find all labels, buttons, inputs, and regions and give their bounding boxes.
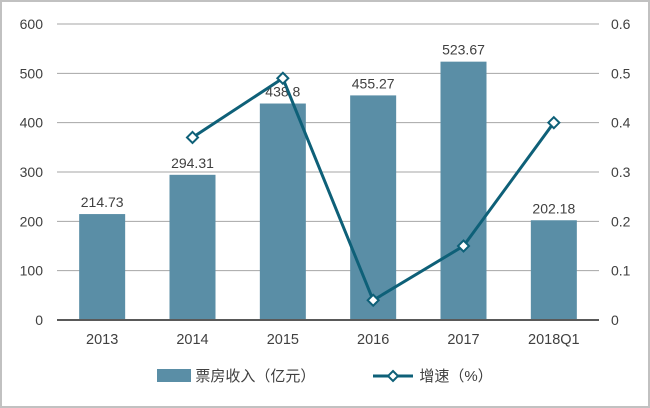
x-axis-label: 2014	[176, 332, 208, 348]
line-marker-diamond	[366, 293, 381, 308]
bar-value-label: 214.73	[81, 194, 124, 210]
bar-value-label: 294.31	[171, 155, 214, 171]
bar	[259, 103, 306, 320]
right-axis-tick: 0	[611, 312, 619, 328]
right-axis-tick: 0.1	[611, 263, 631, 279]
left-axis-tick: 600	[20, 16, 44, 32]
x-axis-label: 2015	[267, 332, 299, 348]
legend-item-revenue: 票房收入（亿元）	[157, 365, 315, 386]
legend-revenue-label: 票房收入（亿元）	[195, 368, 316, 385]
bar	[440, 61, 487, 321]
bar-value-label: 202.18	[532, 200, 575, 216]
left-axis-tick: 300	[20, 164, 44, 180]
line-marker-diamond	[546, 115, 561, 130]
left-axis-tick: 200	[20, 213, 44, 229]
x-axis-label: 2013	[86, 332, 118, 348]
right-axis-tick: 0.2	[611, 213, 631, 229]
right-axis-tick: 0.3	[611, 164, 631, 180]
bar	[530, 220, 577, 320]
legend-diamond-icon	[386, 369, 400, 382]
right-axis-tick: 0.5	[611, 65, 631, 81]
right-axis-tick: 0.6	[611, 16, 631, 32]
right-axis-tick: 0.4	[611, 115, 631, 131]
x-axis-label: 2018Q1	[528, 332, 580, 348]
left-axis-tick: 0	[35, 312, 43, 328]
left-axis-tick: 400	[20, 115, 44, 131]
x-axis-label: 2017	[447, 332, 479, 348]
line-marker-diamond	[185, 130, 200, 145]
line-marker-diamond	[275, 71, 290, 86]
left-axis-tick: 100	[20, 263, 44, 279]
legend-line-swatch	[373, 369, 414, 382]
legend: 票房收入（亿元） 增速（%）	[2, 365, 648, 386]
left-axis-tick: 500	[20, 65, 44, 81]
legend-growth-label: 增速（%）	[419, 368, 493, 385]
bar-value-label: 438.8	[265, 84, 300, 100]
bar	[79, 214, 126, 320]
legend-bar-swatch	[157, 369, 192, 382]
line-marker-diamond	[456, 239, 471, 253]
bar-value-label: 455.27	[352, 75, 395, 91]
bar	[350, 95, 397, 320]
combo-chart: 0 100 200 300 400 500 600 0 0.1 0.2 0.3 0.4 0.5 0.6 21…	[20, 16, 631, 348]
legend-item-growth: 增速（%）	[371, 365, 493, 386]
bar-value-label: 523.67	[442, 42, 485, 58]
bar	[169, 174, 216, 320]
x-axis-label: 2016	[357, 332, 389, 348]
